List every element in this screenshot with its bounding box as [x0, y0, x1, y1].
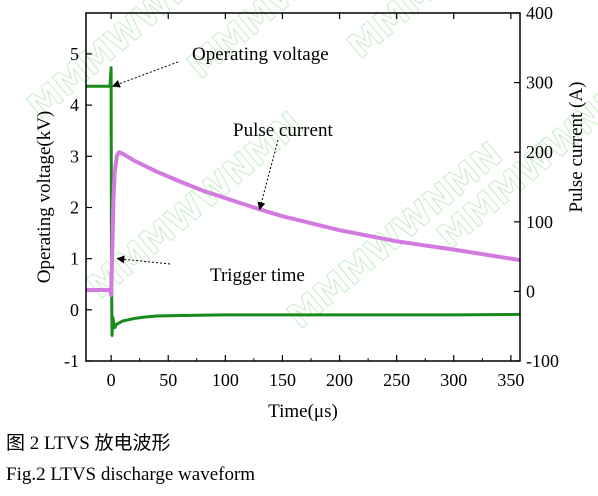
- figure-caption-chinese: 图 2 LTVS 放电波形: [6, 433, 171, 454]
- plot-frame: [85, 12, 521, 362]
- y-left-tick-label: 1: [70, 249, 79, 269]
- y-left-axis-title: Operating voltage(kV): [34, 111, 55, 284]
- ticks-layer: 0 50 100 150 200 250 300 350 -1 0 1 2 3 4 5 -100 0 100 200…: [64, 3, 559, 390]
- y-left-tick-label: -1: [64, 351, 79, 371]
- y-left-tick-label: 3: [70, 146, 79, 166]
- annotations-layer: Operating voltage Pulse current Trigger ti…: [111, 44, 333, 286]
- y-right-tick-label: 300: [526, 73, 553, 93]
- y-left-tick-label: 0: [70, 300, 79, 320]
- x-axis-title: Time(μs): [268, 401, 338, 422]
- x-tick-label: 100: [212, 370, 239, 390]
- annotation-arrow: [111, 61, 179, 88]
- x-tick-label: 0: [107, 370, 116, 390]
- y-right-tick-label: 0: [526, 281, 535, 301]
- annotation-arrow: [116, 255, 171, 265]
- y-left-tick-label: 5: [70, 44, 79, 64]
- y-left-tick-label: 4: [70, 95, 79, 115]
- x-tick-label: 250: [383, 370, 410, 390]
- x-tick-label: 350: [497, 370, 524, 390]
- y-right-tick-label: 400: [526, 3, 553, 23]
- x-tick-label: 50: [159, 370, 177, 390]
- annotation-label: Trigger time: [210, 265, 305, 286]
- series-layer: [86, 66, 521, 337]
- y-left-tick-label: 2: [70, 197, 79, 217]
- pulse-current-series-line: [86, 150, 521, 297]
- chart-svg: MMMWWNMNMMMWWNMNMMMWWNMNMMMWWNMNMMMWWNMN…: [20, 0, 598, 422]
- y-right-axis-title: Pulse current (A): [566, 82, 587, 213]
- annotation-label: Pulse current: [233, 120, 333, 141]
- x-tick-label: 200: [326, 370, 353, 390]
- figure-caption-english: Fig.2 LTVS discharge waveform: [6, 464, 256, 485]
- x-tick-label: 150: [269, 370, 296, 390]
- y-right-tick-label: 200: [526, 142, 553, 162]
- x-tick-label: 300: [440, 370, 467, 390]
- y-right-tick-label: 100: [526, 212, 553, 232]
- axes-layer: [85, 12, 521, 362]
- y-right-tick-label: -100: [526, 351, 559, 371]
- annotation-label: Operating voltage: [192, 44, 329, 65]
